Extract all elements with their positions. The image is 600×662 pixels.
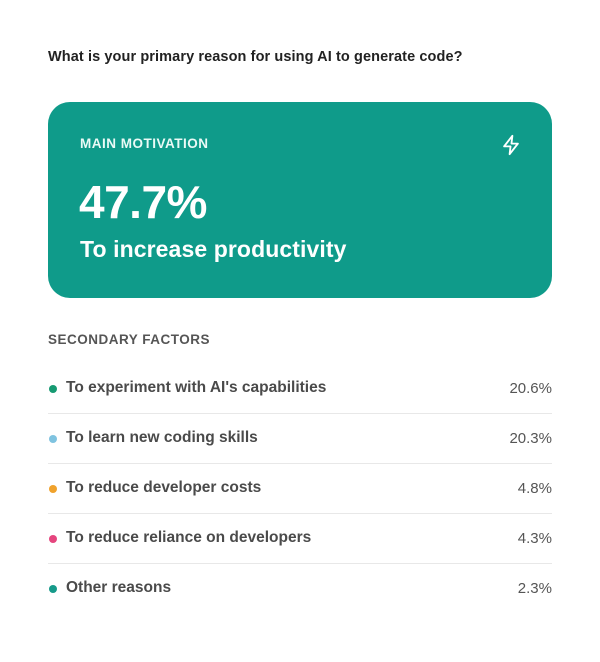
main-motivation-label: MAIN MOTIVATION [80,136,209,151]
factor-row: To reduce developer costs 4.8% [48,464,552,514]
factor-value: 2.3% [517,580,552,597]
factor-value: 4.8% [517,480,552,497]
main-motivation-value: 47.7% [79,176,207,228]
factor-label: To experiment with AI's capabilities [66,379,327,396]
legend-dot [49,385,57,393]
factor-row: To experiment with AI's capabilities 20.6… [48,364,552,414]
secondary-factors-list: To experiment with AI's capabilities 20.6… [48,364,552,614]
legend-dot [49,435,57,443]
legend-dot [49,485,57,493]
factor-label: To reduce reliance on developers [66,529,312,546]
factor-label: Other reasons [66,579,172,596]
factor-label: To learn new coding skills [66,429,258,446]
factor-row: To learn new coding skills 20.3% [48,414,552,464]
factor-value: 20.6% [509,380,552,397]
main-motivation-card: MAIN MOTIVATION 47.7% To increase produc… [48,102,552,298]
factor-row: Other reasons 2.3% [48,564,552,614]
question-title: What is your primary reason for using AI… [48,49,463,65]
lightning-icon [503,134,519,156]
secondary-factors-title: SECONDARY FACTORS [48,332,211,347]
factor-label: To reduce developer costs [66,479,262,496]
factor-value: 20.3% [509,430,552,447]
legend-dot [49,585,57,593]
legend-dot [49,535,57,543]
main-motivation-caption: To increase productivity [80,236,347,262]
factor-row: To reduce reliance on developers 4.3% [48,514,552,564]
factor-value: 4.3% [517,530,552,547]
